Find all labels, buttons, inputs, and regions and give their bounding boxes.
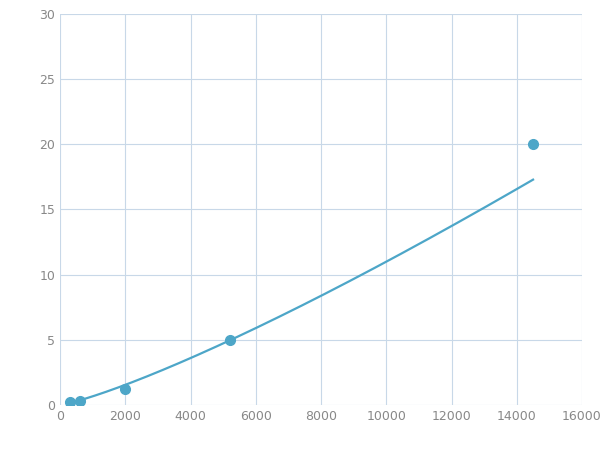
Point — [225, 336, 235, 343]
Point — [65, 399, 74, 406]
Point — [528, 140, 538, 148]
Point — [75, 397, 85, 405]
Point — [121, 386, 130, 393]
